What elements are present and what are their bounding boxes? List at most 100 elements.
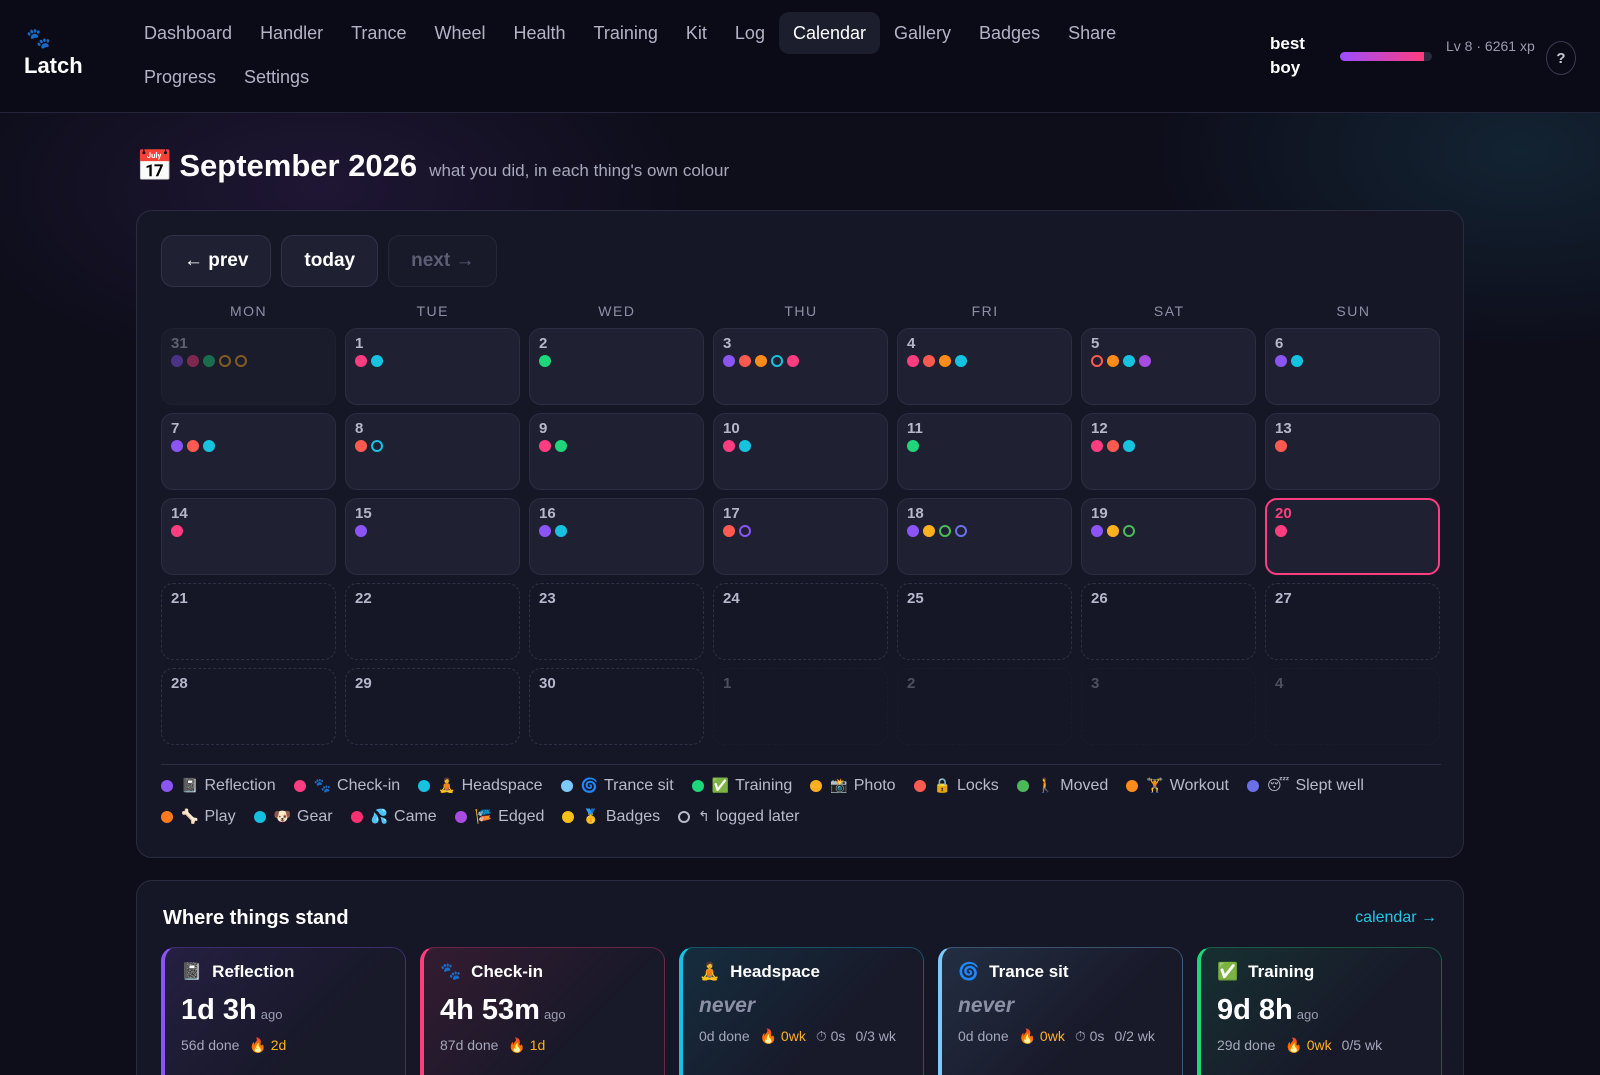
status-card-training[interactable]: ✅ Training 9d 8h ago 29d done 🔥 0wk 0/5 wk	[1197, 947, 1442, 1075]
divider	[161, 764, 1441, 765]
reflection-dot	[1091, 525, 1103, 537]
brand[interactable]: 🐾 Latch	[24, 26, 83, 79]
calendar-day[interactable]: 10	[713, 413, 888, 490]
xp-progress-bar	[1340, 52, 1432, 61]
calendar-day[interactable]: 27	[1265, 583, 1440, 660]
locks-dot	[723, 525, 735, 537]
gear-dot	[253, 810, 266, 823]
calendar-day[interactable]: 1	[345, 328, 520, 405]
calendar-day[interactable]: 9	[529, 413, 704, 490]
walking-icon: 🚶	[1036, 777, 1055, 793]
calendar-day[interactable]: 23	[529, 583, 704, 660]
calendar-day[interactable]: 21	[161, 583, 336, 660]
calendar-panel: ← prev today next → MON TUE WED THU FRI SAT SU…	[136, 210, 1464, 858]
nav-item-wheel[interactable]: Wheel	[434, 22, 486, 43]
day-number: 29	[355, 675, 372, 692]
nav-item-trance[interactable]: Trance	[351, 22, 407, 43]
status-card-reflection[interactable]: 📓 Reflection 1d 3h ago 56d done 🔥 2d	[161, 947, 406, 1075]
help-button[interactable]: ?	[1546, 41, 1576, 75]
nav-item-health[interactable]: Health	[513, 22, 566, 43]
nav-item-dashboard[interactable]: Dashboard	[144, 22, 233, 43]
calendar-day[interactable]: 11	[897, 413, 1072, 490]
calendar-day[interactable]: 24	[713, 583, 888, 660]
calendar-day[interactable]: 2	[897, 668, 1072, 745]
calendar-day[interactable]: 31	[161, 328, 336, 405]
day-number: 3	[723, 335, 732, 352]
headspace-dot	[1123, 440, 1135, 452]
card-header: 🌀 Trance sit	[958, 962, 1166, 982]
ring-dot	[678, 810, 691, 823]
calendar-day[interactable]: 18	[897, 498, 1072, 575]
nav-item-badges[interactable]: Badges	[979, 22, 1041, 43]
calendar-day[interactable]: 6	[1265, 328, 1440, 405]
calendar-day[interactable]: 3	[1081, 668, 1256, 745]
next-month-button[interactable]: next →	[388, 235, 498, 287]
calendar-day[interactable]: 13	[1265, 413, 1440, 490]
calendar-day[interactable]: 3	[713, 328, 888, 405]
card-title: Headspace	[730, 962, 820, 981]
nav-item-settings[interactable]: Settings	[244, 66, 310, 87]
status-card-checkin[interactable]: 🐾 Check-in 4h 53m ago 87d done 🔥 1d	[420, 947, 665, 1075]
nav-item-handler[interactable]: Handler	[260, 22, 324, 43]
calendar-day[interactable]: 1	[713, 668, 888, 745]
calendar-day[interactable]: 29	[345, 668, 520, 745]
moved-dot	[1123, 525, 1135, 537]
calendar-day[interactable]: 4	[1265, 668, 1440, 745]
calendar-link[interactable]: calendar →	[1355, 909, 1437, 926]
calendar-day-today[interactable]: 20	[1265, 498, 1440, 575]
calendar-day[interactable]: 7	[161, 413, 336, 490]
calendar-day[interactable]: 30	[529, 668, 704, 745]
meditation-icon: 🧘	[438, 777, 456, 793]
training-dot	[907, 440, 919, 452]
reflection-dot	[355, 525, 367, 537]
legend-label: Workout	[1169, 776, 1229, 794]
card-elapsed: 4h 53m	[440, 994, 540, 1026]
calendar-day[interactable]: 25	[897, 583, 1072, 660]
checkin-dot	[787, 355, 799, 367]
legend-item-headspace: 🧘 Headspace	[418, 776, 543, 795]
paw-icon: 🐾	[26, 28, 51, 50]
today-button[interactable]: today	[281, 235, 379, 287]
nav-item-training[interactable]: Training	[593, 22, 658, 43]
calendar-day[interactable]: 12	[1081, 413, 1256, 490]
calendar-day[interactable]: 16	[529, 498, 704, 575]
top-navigation-bar: 🐾 Latch Dashboard Handler Trance Wheel Healt…	[0, 0, 1600, 113]
day-number: 25	[907, 590, 924, 607]
checkin-dot	[723, 440, 735, 452]
calendar-day[interactable]: 19	[1081, 498, 1256, 575]
nav-item-gallery[interactable]: Gallery	[894, 22, 952, 43]
calendar-day[interactable]: 4	[897, 328, 1072, 405]
card-extra: ⏱ 0s	[815, 1028, 846, 1044]
activity-dots	[539, 525, 694, 537]
main-nav: Dashboard Handler Trance Wheel Health Trainin…	[130, 12, 1230, 98]
activity-dots	[723, 440, 878, 452]
nav-item-share[interactable]: Share	[1068, 22, 1117, 43]
status-card-trance[interactable]: 🌀 Trance sit never 0d done 🔥 0wk ⏱ 0s 0/2 wk	[938, 947, 1183, 1075]
calendar-day[interactable]: 8	[345, 413, 520, 490]
status-card-headspace[interactable]: 🧘 Headspace never 0d done 🔥 0wk ⏱ 0s 0/3 wk	[679, 947, 924, 1075]
nav-item-kit[interactable]: Kit	[685, 22, 707, 43]
user-name[interactable]: best boy	[1270, 34, 1305, 77]
locks-dot	[739, 355, 751, 367]
nav-item-progress[interactable]: Progress	[144, 66, 217, 87]
calendar-day[interactable]: 15	[345, 498, 520, 575]
weekday-header: MON TUE WED THU FRI SAT SUN	[161, 303, 1441, 319]
prev-month-button[interactable]: ← prev	[161, 235, 272, 287]
card-last-time: 4h 53m ago	[440, 994, 648, 1027]
calendar-day[interactable]: 26	[1081, 583, 1256, 660]
calendar-day[interactable]: 22	[345, 583, 520, 660]
nav-item-log[interactable]: Log	[734, 22, 765, 43]
card-last-time: 1d 3h ago	[181, 994, 389, 1027]
day-number: 24	[723, 590, 740, 607]
legend-item-logged-later: ↰ logged later	[678, 807, 799, 826]
card-elapsed: 9d 8h	[1217, 994, 1293, 1026]
training-dot	[203, 355, 215, 367]
card-streak: 🔥 0wk	[759, 1028, 806, 1044]
nav-item-calendar[interactable]: Calendar	[778, 12, 881, 54]
calendar-day[interactable]: 2	[529, 328, 704, 405]
calendar-day[interactable]: 5	[1081, 328, 1256, 405]
calendar-day[interactable]: 28	[161, 668, 336, 745]
calendar-day[interactable]: 14	[161, 498, 336, 575]
locks-dot	[1275, 440, 1287, 452]
calendar-day[interactable]: 17	[713, 498, 888, 575]
